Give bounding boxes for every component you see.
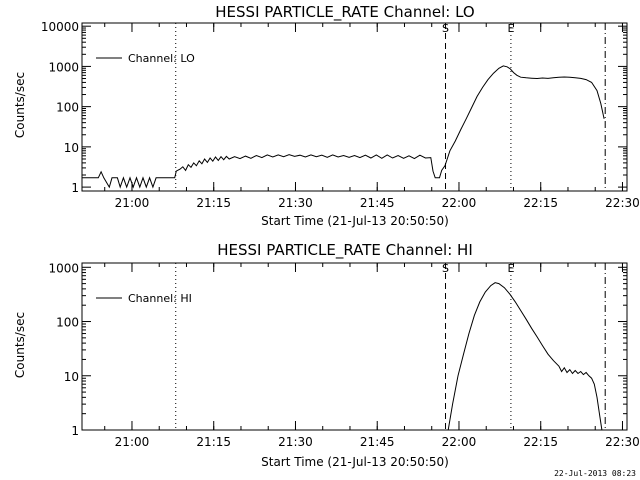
lo-x-tick-label: 21:45 [360,196,395,210]
hi-y-tick-label: 100 [56,316,79,330]
hi-y-axis-label: Counts/sec [13,312,27,378]
hi-series-line [447,282,603,431]
lo-marker-label: E [507,22,514,35]
hi-x-tick-label: 21:30 [278,435,313,449]
hi-chart-title: HESSI PARTICLE_RATE Channel: HI [217,241,473,260]
hi-y-tick-label: 1000 [48,261,79,275]
lo-y-tick-label: 1 [71,181,79,195]
lo-x-tick-label: 21:15 [196,196,231,210]
hi-marker-label: S [442,262,449,275]
hi-x-tick-label: 21:45 [360,435,395,449]
hi-legend: Channel: HI [96,292,192,305]
lo-y-axis: 1 10 100 1000 10000 [41,20,627,195]
lo-x-axis-label: Start Time (21-Jul-13 20:50:50) [261,214,449,228]
hi-y-tick-label: 10 [64,370,79,384]
lo-x-tick-label: 22:15 [523,196,558,210]
hi-series [447,282,603,431]
lo-x-axis: 21:00 21:15 21:30 21:45 22:00 22:15 22:30 [104,23,640,210]
lo-y-axis-label: Counts/sec [13,72,27,138]
hi-y-axis: 1 10 100 1000 [48,261,627,438]
hi-x-tick-label: 22:30 [605,435,640,449]
lo-y-tick-label: 10 [64,141,79,155]
hi-plot-frame [81,262,628,431]
hi-x-tick-label: 21:15 [196,435,231,449]
hi-x-axis-label: Start Time (21-Jul-13 20:50:50) [261,455,449,469]
lo-channel-panel: HESSI PARTICLE_RATE Channel: LO 1 10 100 10… [13,3,640,228]
hi-x-tick-label: 22:15 [523,435,558,449]
hi-legend-label: Channel: HI [128,292,192,305]
hi-x-tick-label: 22:00 [442,435,477,449]
lo-x-tick-label: 22:00 [442,196,477,210]
lo-chart-title: HESSI PARTICLE_RATE Channel: LO [215,3,474,22]
lo-legend-label: Channel: LO [128,52,195,65]
lo-marker-label: S [442,22,449,35]
hi-x-tick-label: 21:00 [115,435,150,449]
lo-x-tick-label: 22:30 [605,196,640,210]
lo-series-line [82,65,605,189]
lo-x-tick-label: 21:00 [115,196,150,210]
hi-x-axis: 21:00 21:15 21:30 21:45 22:00 22:15 22:30 [104,263,640,449]
lo-y-tick-label: 1000 [48,60,79,74]
date-stamp: 22-Jul-2013 08:23 [554,469,636,478]
lo-y-tick-label: 100 [56,101,79,115]
hi-y-tick-label: 1 [71,424,79,438]
hi-channel-panel: HESSI PARTICLE_RATE Channel: HI 1 10 100 10… [13,241,640,469]
lo-x-tick-label: 21:30 [278,196,313,210]
hi-marker-label: E [507,262,514,275]
lo-legend: Channel: LO [96,52,195,65]
lo-series [82,65,605,189]
lo-y-tick-label: 10000 [41,20,79,34]
